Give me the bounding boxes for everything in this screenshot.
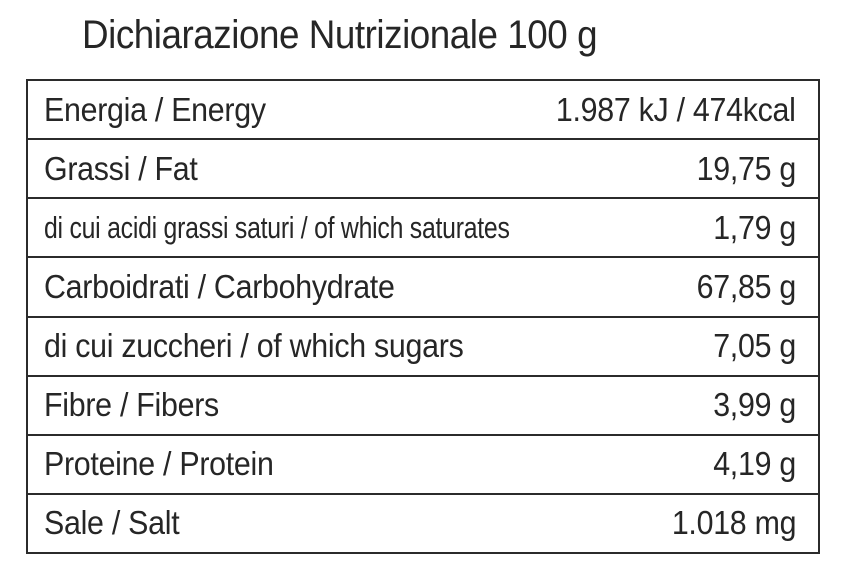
- table-row-sugars: di cui zuccheri / of which sugars 7,05 g: [28, 318, 818, 377]
- table-row-fat: Grassi / Fat 19,75 g: [28, 140, 818, 200]
- row-value: 7,05 g: [713, 327, 796, 365]
- row-value: 4,19 g: [713, 445, 796, 483]
- row-label: di cui acidi grassi saturi / of which sa…: [44, 209, 510, 245]
- table-row-fibers: Fibre / Fibers 3,99 g: [28, 377, 818, 436]
- row-value: 3,99 g: [713, 386, 796, 424]
- table-row-saturates: di cui acidi grassi saturi / of which sa…: [28, 199, 818, 259]
- table-row-protein: Proteine / Protein 4,19 g: [28, 436, 818, 495]
- row-label: Proteine / Protein: [44, 445, 274, 483]
- table-row-salt: Sale / Salt 1.018 mg: [28, 495, 818, 552]
- table-row-energy: Energia / Energy 1.987 kJ / 474kcal: [28, 81, 818, 141]
- nutrition-title: Dichiarazione Nutrizionale 100 g: [82, 13, 598, 57]
- row-label: Energia / Energy: [44, 90, 266, 128]
- row-label: Sale / Salt: [44, 504, 180, 542]
- row-value: 1,79 g: [713, 208, 796, 246]
- row-value: 67,85 g: [696, 267, 797, 305]
- row-label: di cui zuccheri / of which sugars: [44, 327, 464, 365]
- row-label: Fibre / Fibers: [44, 386, 219, 424]
- row-value: 1.018 mg: [671, 504, 797, 542]
- row-label: Grassi / Fat: [44, 149, 198, 187]
- row-value: 19,75 g: [696, 149, 797, 187]
- table-row-carbohydrate: Carboidrati / Carbohydrate 67,85 g: [28, 258, 818, 318]
- nutrition-table: Energia / Energy 1.987 kJ / 474kcal Gras…: [26, 79, 820, 554]
- row-value: 1.987 kJ / 474kcal: [556, 90, 796, 128]
- row-label: Carboidrati / Carbohydrate: [44, 267, 395, 305]
